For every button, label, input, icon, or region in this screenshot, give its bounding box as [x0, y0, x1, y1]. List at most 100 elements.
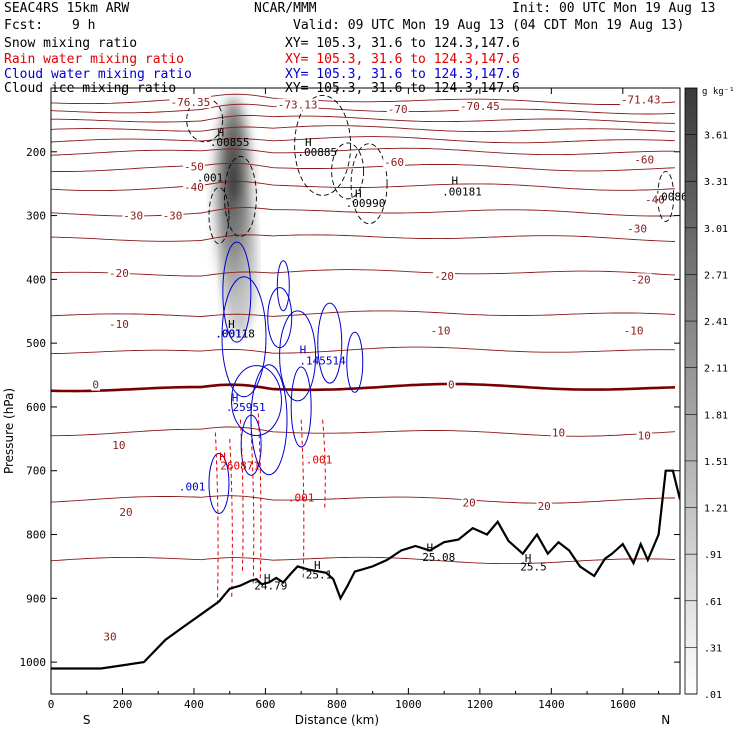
isotherm-minus20-line [51, 311, 675, 317]
y-tick-label: 400 [26, 273, 46, 286]
y-tick-label: 900 [26, 592, 46, 605]
x-axis-title: Distance (km) [295, 713, 379, 727]
isotherm-label: 20 [119, 506, 132, 519]
colorbar-tick-label: 2.71 [704, 270, 728, 281]
isotherm-label: 0 [448, 379, 455, 392]
terrain-line [51, 471, 680, 669]
y-tick-label: 200 [26, 146, 46, 159]
cloud-water-contour [318, 303, 342, 383]
isotherm-label: -20 [631, 273, 651, 286]
isotherm-label: 10 [638, 430, 651, 443]
x-tick-label: 400 [184, 698, 204, 711]
colorbar-tick-label: .31 [704, 643, 722, 654]
isotherm-30-line [51, 557, 675, 563]
colorbar-unit: g kg⁻¹ [702, 87, 735, 97]
isotherm-minus65-line [51, 163, 675, 171]
maximum-label: .00181 [442, 185, 482, 198]
isotherm-label: -70 [388, 103, 408, 116]
maximum-label: .001 [306, 453, 333, 466]
isotherm-label: -60 [634, 153, 654, 166]
colorbar-tick-label: .91 [704, 550, 722, 561]
isotherm-minus70-line [51, 104, 675, 114]
isotherm-label: 20 [463, 497, 476, 510]
x-tick-label: 1600 [610, 698, 637, 711]
y-tick-label: 1000 [20, 656, 47, 669]
maximum-label: .001 [288, 492, 315, 505]
isotherm-label: 0 [92, 379, 99, 392]
snow-shading-lower [221, 197, 257, 337]
cloud-ice-contour [351, 144, 387, 224]
x-tick-label: 800 [327, 698, 347, 711]
plot-frame [51, 88, 680, 694]
maximum-label: .25951 [226, 401, 266, 414]
colorbar-tick-label: .01 [704, 690, 722, 701]
y-tick-label: 700 [26, 465, 46, 478]
colorbar-tick-label: 2.41 [704, 317, 728, 328]
north-end-label: N [661, 713, 670, 727]
isotherm-minus60-line [51, 182, 675, 191]
x-tick-label: 600 [255, 698, 275, 711]
isotherm-label: -30 [163, 210, 183, 223]
colorbar-tick-label: 3.01 [704, 224, 728, 235]
isotherm-20-line [51, 496, 675, 504]
x-tick-label: 1200 [467, 698, 494, 711]
isotherm-label: -73.13 [278, 99, 318, 112]
cross-section-figure: -76.35 -73.13 -70 -70.45 -71.43-60 -60-50-40-… [0, 0, 740, 740]
maximum-label: .0086 [655, 190, 688, 203]
maximum-label: .00855 [210, 136, 250, 149]
colorbar-tick-label: 3.61 [704, 131, 728, 142]
x-tick-label: 0 [48, 698, 55, 711]
x-tick-label: 1400 [538, 698, 565, 711]
x-tick-label: 1000 [395, 698, 422, 711]
maximum-label: 25.1 [306, 569, 333, 582]
isotherm-minus73-line [51, 137, 675, 143]
isotherm-label: -71.43 [621, 93, 661, 106]
y-axis-title: Pressure (hPa) [2, 388, 16, 474]
y-tick-label: 800 [26, 529, 46, 542]
colorbar-tick-label: 2.11 [704, 364, 728, 375]
colorbar-tick-label: 3.31 [704, 177, 728, 188]
isotherm-minus30-line [51, 270, 675, 277]
rain-water-contour [251, 432, 254, 585]
maximum-label: .001 [179, 481, 206, 494]
colorbar-tick-label: 1.21 [704, 504, 728, 515]
isotherm-label: -10 [109, 318, 129, 331]
maximum-label: .001 [215, 328, 242, 341]
y-tick-label: 300 [26, 210, 46, 223]
y-tick-label: 500 [26, 337, 46, 350]
maximum-label: .00990 [346, 197, 386, 210]
isotherm-minus10-line [51, 347, 675, 354]
isotherm-label: 10 [112, 439, 125, 452]
isotherm-label: -10 [431, 324, 451, 337]
isotherm-label: -20 [109, 267, 129, 280]
maximum-label: 25.5 [520, 560, 547, 573]
cloud-water-contour [291, 367, 311, 447]
colorbar-gradient [685, 88, 697, 694]
colorbar-tick-label: 1.51 [704, 457, 728, 468]
isotherm-label: -30 [627, 222, 647, 235]
isotherm-label: 10 [552, 426, 565, 439]
south-end-label: S [83, 713, 91, 727]
isotherm-label: -10 [624, 324, 644, 337]
cloud-water-contour [277, 261, 289, 311]
maximum-label: .001 [197, 171, 224, 184]
maximum-label: .00885 [297, 146, 337, 159]
rain-water-contour [215, 432, 218, 604]
maximum-label: 25.08 [422, 551, 455, 564]
isotherm-label: 20 [538, 500, 551, 513]
isotherm-0-line [51, 384, 675, 391]
isotherm-label: -76.35 [171, 96, 211, 109]
isotherm-minus65-line [51, 94, 675, 104]
x-tick-label: 200 [113, 698, 133, 711]
isotherm-label: -70.45 [460, 100, 500, 113]
isotherm-minus73-line [51, 115, 675, 123]
cloud-water-contour [347, 332, 363, 392]
maximum-label: 24.79 [254, 580, 287, 593]
colorbar-tick-label: 1.81 [704, 410, 728, 421]
isotherm-label: 30 [103, 631, 116, 644]
y-tick-label: 600 [26, 401, 46, 414]
isotherm-minus70-line [51, 148, 675, 155]
isotherm-label: -30 [123, 210, 143, 223]
isotherm-minus75-line [51, 126, 675, 132]
maximum-label: .260871 [214, 460, 260, 473]
